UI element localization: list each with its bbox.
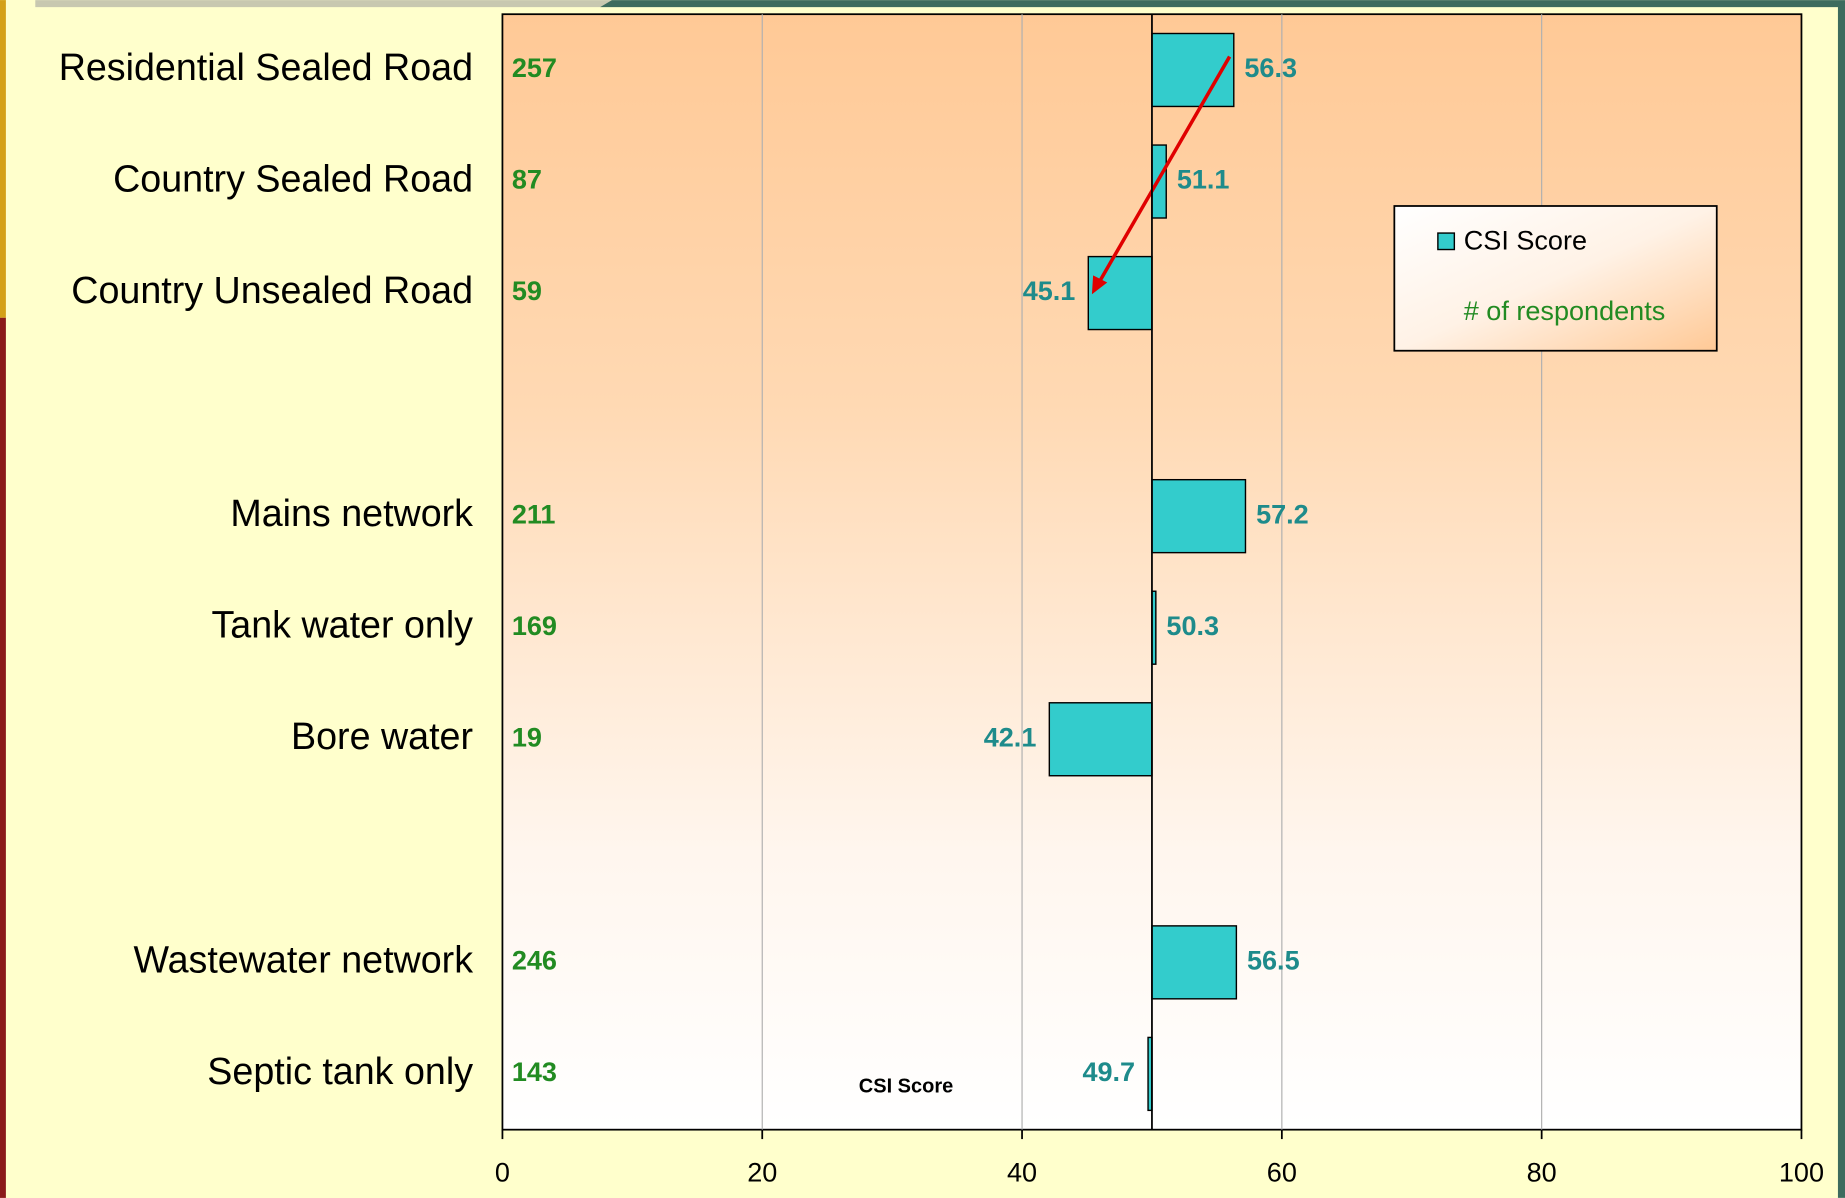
x-tick-label: 80 bbox=[1527, 1158, 1557, 1188]
x-tick-label: 40 bbox=[1007, 1158, 1037, 1188]
y-tick-label: Country Sealed Road bbox=[113, 157, 473, 199]
annotation-arrow bbox=[1097, 55, 1232, 284]
x-tick-label: 60 bbox=[1267, 1158, 1297, 1188]
legend-label: CSI Score bbox=[1464, 226, 1587, 256]
x-tick-label: 20 bbox=[747, 1158, 777, 1188]
respondents-label: 246 bbox=[512, 945, 557, 975]
respondents-label: 59 bbox=[512, 276, 542, 306]
y-tick-label: Country Unsealed Road bbox=[71, 269, 473, 311]
bar bbox=[1151, 478, 1247, 554]
respondents-label: 87 bbox=[512, 165, 542, 195]
respondents-label: 19 bbox=[512, 722, 542, 752]
bar bbox=[1048, 702, 1153, 777]
y-tick-label: Wastewater network bbox=[133, 938, 473, 980]
respondents-label: 211 bbox=[512, 499, 556, 529]
x-tick-label: 0 bbox=[495, 1158, 510, 1188]
y-tick-label: Septic tank only bbox=[207, 1050, 473, 1092]
value-label: 49.7 bbox=[1082, 1057, 1135, 1087]
respondents-label: 257 bbox=[512, 53, 557, 83]
legend-box bbox=[1393, 205, 1718, 352]
y-tick-label: Bore water bbox=[291, 715, 473, 757]
bar bbox=[1087, 255, 1153, 331]
y-tick-label: Mains network bbox=[230, 492, 473, 534]
value-label: 50.3 bbox=[1166, 611, 1219, 641]
bar bbox=[1151, 925, 1238, 1000]
value-label: 57.2 bbox=[1256, 499, 1309, 529]
value-label: 56.3 bbox=[1244, 53, 1297, 83]
legend-label: # of respondents bbox=[1464, 296, 1666, 326]
edge bbox=[0, 317, 6, 1198]
respondents-label: 143 bbox=[512, 1057, 557, 1087]
value-label: 51.1 bbox=[1177, 165, 1230, 195]
value-label: 56.5 bbox=[1247, 945, 1300, 975]
y-tick-label: Residential Sealed Road bbox=[59, 46, 473, 88]
x-axis-label: CSI Score bbox=[859, 1076, 953, 1098]
respondents-label: 169 bbox=[512, 611, 557, 641]
annotation-arrowhead bbox=[1091, 275, 1108, 295]
edge bbox=[0, 0, 6, 318]
y-tick-label: Tank water only bbox=[211, 604, 473, 646]
value-label: 45.1 bbox=[1023, 276, 1076, 306]
x-tick-label: 100 bbox=[1779, 1158, 1824, 1188]
value-label: 42.1 bbox=[984, 722, 1037, 752]
edge bbox=[35, 0, 612, 8]
legend-swatch bbox=[1437, 232, 1456, 251]
